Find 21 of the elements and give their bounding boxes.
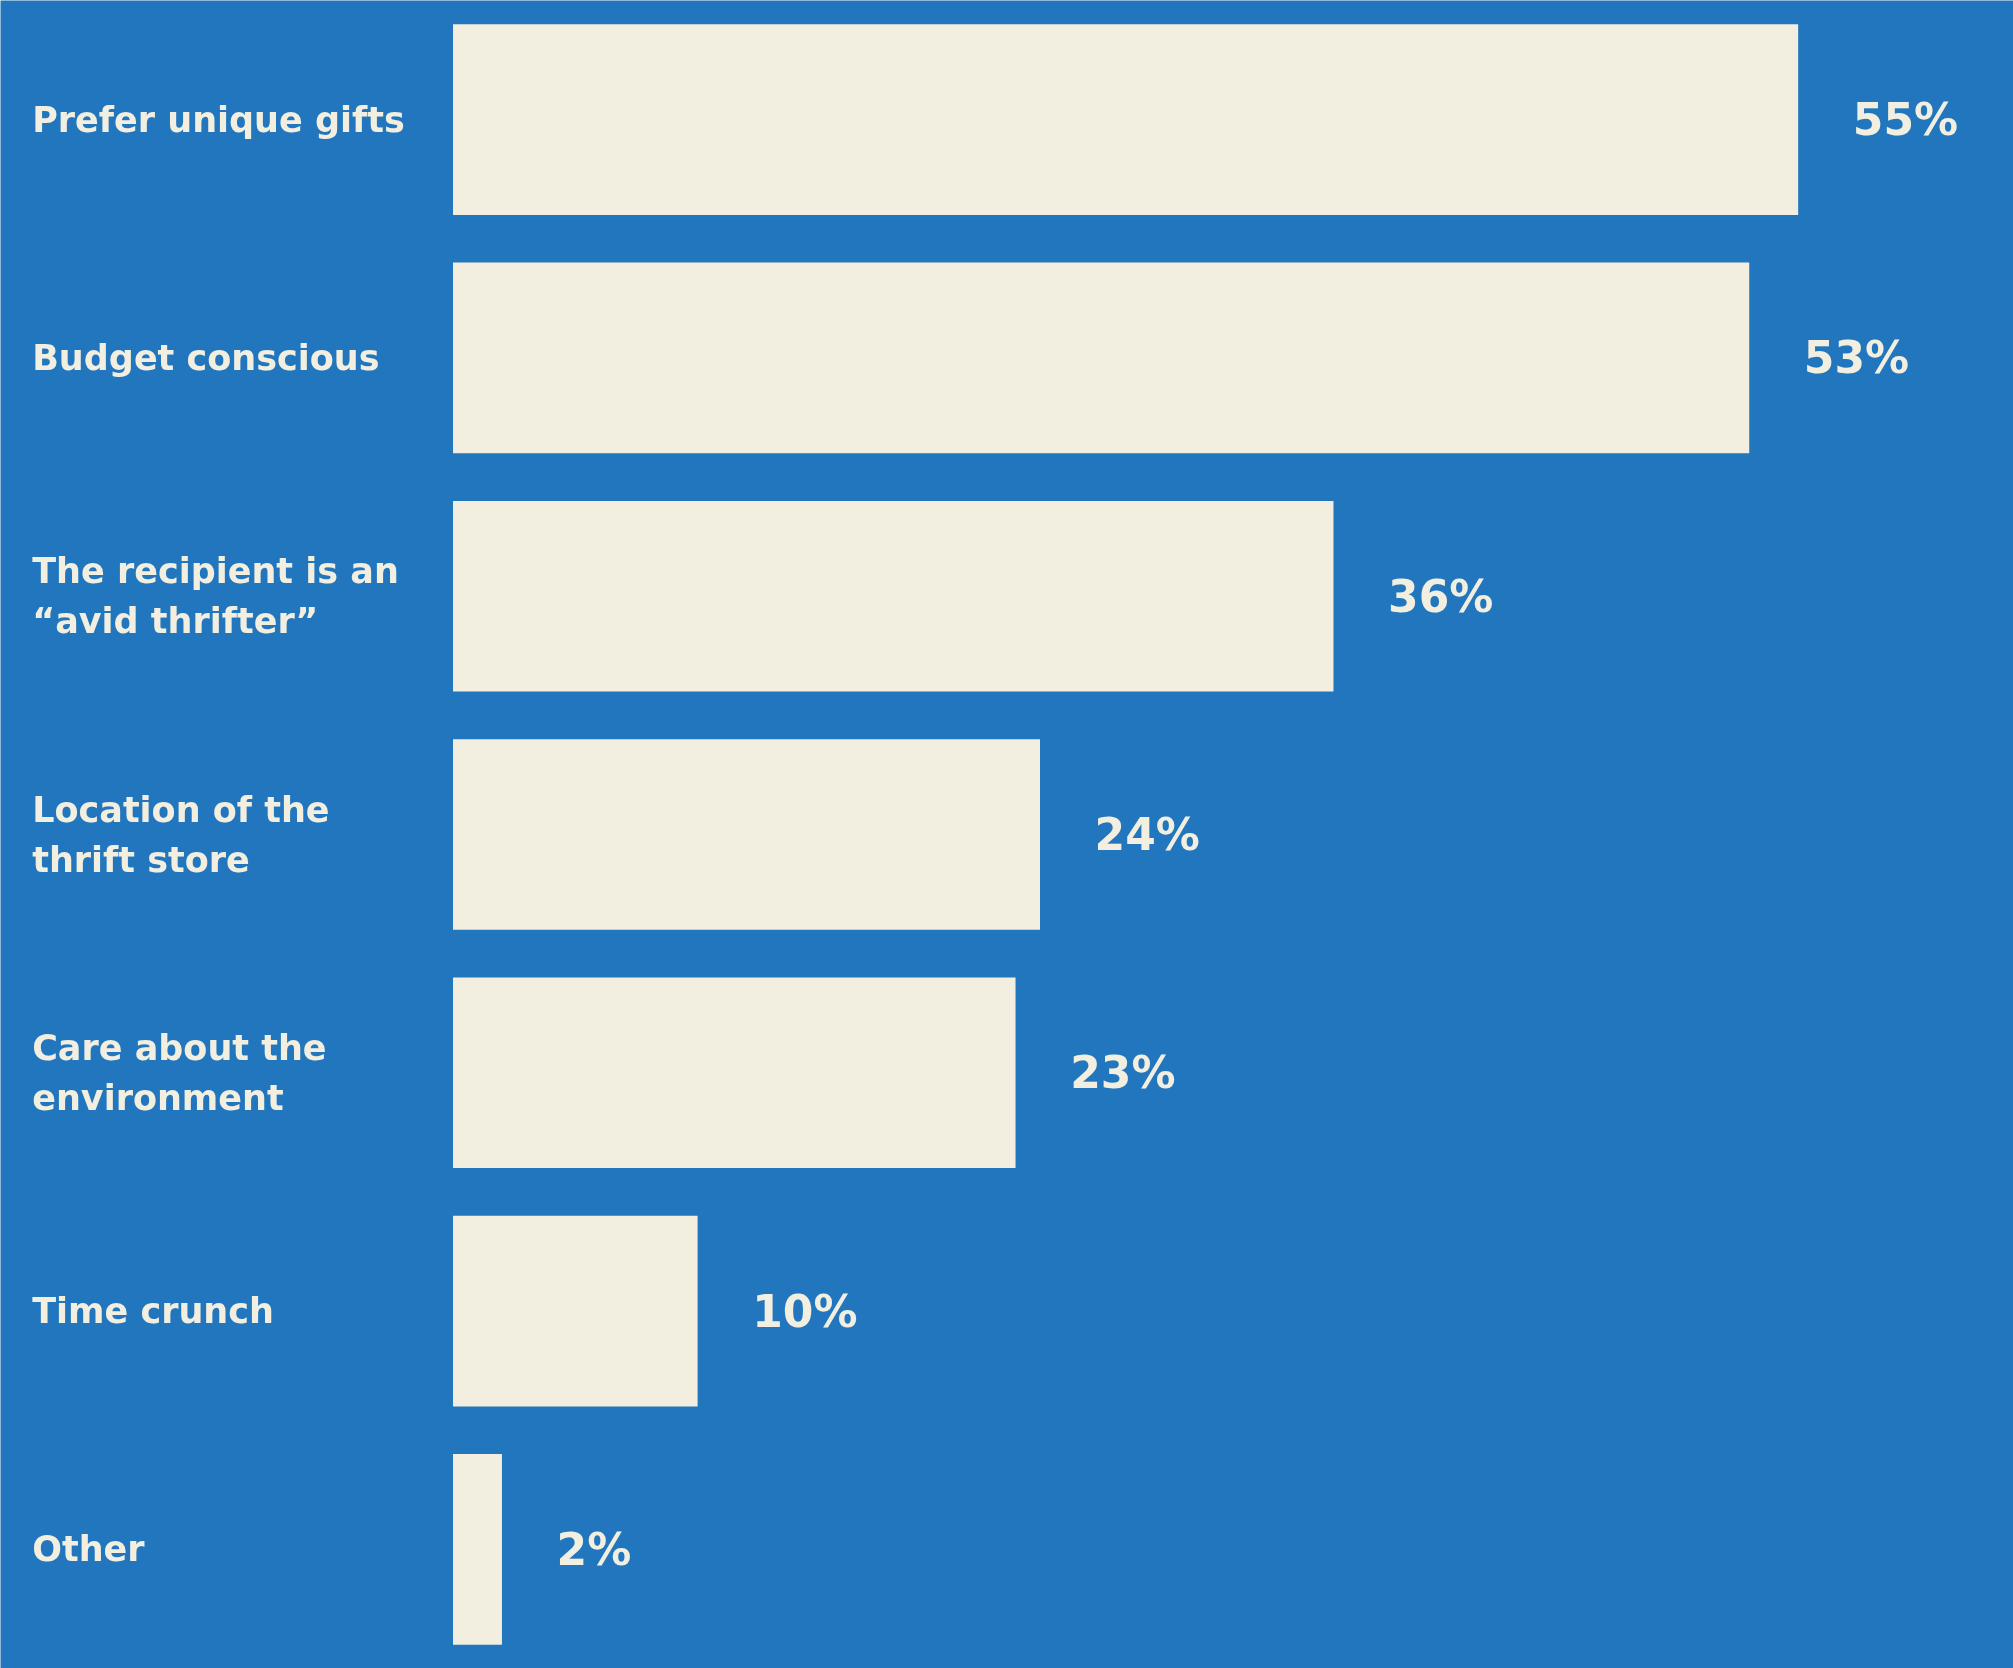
bar	[453, 24, 1799, 215]
bar	[453, 977, 1016, 1169]
data-label: 23%	[1070, 1047, 1176, 1099]
data-label: 24%	[1094, 809, 1200, 860]
data-label: 10%	[752, 1285, 858, 1337]
bar	[453, 1454, 502, 1645]
y-tick-label: The recipient is an “avid thrifter”	[32, 551, 399, 642]
y-tick-label: Budget conscious	[32, 337, 380, 378]
bar	[453, 1215, 698, 1407]
data-label: 36%	[1388, 570, 1494, 622]
y-tick-label: Other	[32, 1529, 146, 1570]
bar	[453, 500, 1334, 692]
data-label: 53%	[1803, 332, 1910, 384]
y-tick-label: Care about the environment	[32, 1027, 327, 1118]
y-tick-label: Prefer unique gifts	[32, 99, 405, 140]
y-tick-label: Time crunch	[32, 1291, 274, 1332]
bar	[453, 739, 1040, 930]
data-label: 55%	[1852, 94, 1959, 146]
data-label: 2%	[556, 1523, 632, 1575]
bar	[453, 262, 1750, 454]
y-tick-label: Location of the thrift store	[32, 789, 330, 880]
